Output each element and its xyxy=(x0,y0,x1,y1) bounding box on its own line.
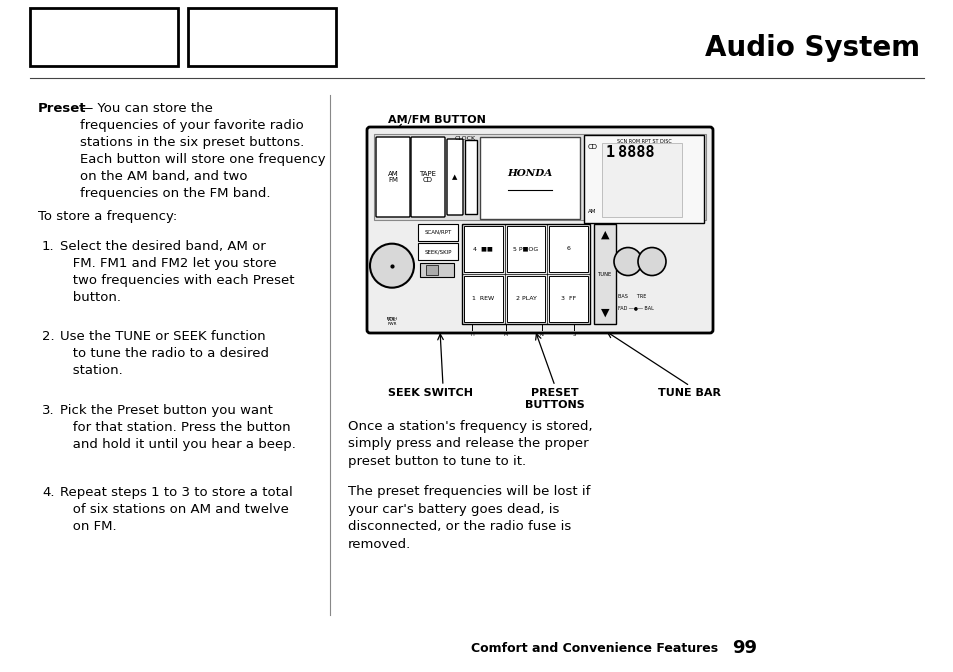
Bar xyxy=(594,224,616,324)
Text: 1.: 1. xyxy=(42,240,54,253)
Text: BAS      TRE: BAS TRE xyxy=(618,294,646,300)
Text: CD: CD xyxy=(587,144,598,150)
Text: Audio System: Audio System xyxy=(704,34,919,62)
Bar xyxy=(30,8,178,66)
Text: ▲: ▲ xyxy=(600,230,609,240)
Text: ▼: ▼ xyxy=(600,308,609,318)
Text: FAD ―●― BAL: FAD ―●― BAL xyxy=(618,305,653,310)
Bar xyxy=(601,143,681,217)
Text: PUSH
PWR: PUSH PWR xyxy=(386,317,397,326)
Bar xyxy=(479,137,579,219)
Text: Repeat steps 1 to 3 to store a total
   of six stations on AM and twelve
   on F: Repeat steps 1 to 3 to store a total of … xyxy=(60,486,293,533)
FancyBboxPatch shape xyxy=(447,139,462,215)
Text: 6: 6 xyxy=(566,247,570,251)
Circle shape xyxy=(370,244,414,288)
Text: TUNE BAR: TUNE BAR xyxy=(658,388,720,398)
Text: RI: RI xyxy=(539,332,544,337)
Text: 1  REW: 1 REW xyxy=(472,296,494,302)
FancyBboxPatch shape xyxy=(411,137,444,217)
Bar xyxy=(426,265,437,275)
Text: CLOCK: CLOCK xyxy=(455,136,476,141)
Bar xyxy=(461,224,589,324)
Text: SCN ROM RPT ST DISC: SCN ROM RPT ST DISC xyxy=(616,139,671,144)
Text: 5 P■OG: 5 P■OG xyxy=(513,247,538,251)
Text: 2.: 2. xyxy=(42,330,54,343)
Text: 3.: 3. xyxy=(42,404,54,417)
FancyBboxPatch shape xyxy=(367,127,712,333)
Text: 4.: 4. xyxy=(42,486,54,499)
Text: PRESET
BUTTONS: PRESET BUTTONS xyxy=(524,388,584,411)
Text: 1: 1 xyxy=(605,145,615,160)
Text: 2 PLAY: 2 PLAY xyxy=(515,296,536,302)
Text: Select the desired band, AM or
   FM. FM1 and FM2 let you store
   two frequenci: Select the desired band, AM or FM. FM1 a… xyxy=(60,240,294,304)
Text: TAPE
CD: TAPE CD xyxy=(419,171,436,183)
Text: Comfort and Convenience Features: Comfort and Convenience Features xyxy=(471,642,718,655)
Text: AM/FM BUTTON: AM/FM BUTTON xyxy=(388,115,485,125)
Text: Pick the Preset button you want
   for that station. Press the button
   and hol: Pick the Preset button you want for that… xyxy=(60,404,295,451)
Text: S: S xyxy=(572,332,575,337)
Text: TUNE: TUNE xyxy=(598,271,612,276)
Bar xyxy=(549,276,587,322)
Bar xyxy=(188,8,335,66)
Bar xyxy=(419,263,454,277)
Bar xyxy=(549,226,587,272)
Text: The preset frequencies will be lost if
your car's battery goes dead, is
disconne: The preset frequencies will be lost if y… xyxy=(348,485,590,550)
Text: HONDA: HONDA xyxy=(507,169,552,178)
Bar xyxy=(506,226,545,272)
Bar xyxy=(463,226,502,272)
Text: SCAN/RPT: SCAN/RPT xyxy=(424,230,451,235)
Text: Once a station's frequency is stored,
simply press and release the proper
preset: Once a station's frequency is stored, si… xyxy=(348,420,592,468)
Bar xyxy=(417,224,457,241)
Bar xyxy=(374,134,705,220)
Bar xyxy=(463,276,502,322)
Bar xyxy=(464,140,476,214)
Text: — You can store the
frequencies of your favorite radio
stations in the six prese: — You can store the frequencies of your … xyxy=(80,102,325,200)
Text: 3  FF: 3 FF xyxy=(560,296,576,302)
Text: H: H xyxy=(470,332,474,337)
Text: SEEK/SKIP: SEEK/SKIP xyxy=(424,249,452,254)
Text: ▲: ▲ xyxy=(452,174,457,180)
Text: 99: 99 xyxy=(731,639,757,657)
Text: Use the TUNE or SEEK function
   to tune the radio to a desired
   station.: Use the TUNE or SEEK function to tune th… xyxy=(60,330,269,377)
Text: 8888: 8888 xyxy=(618,145,654,160)
Circle shape xyxy=(638,247,665,276)
Bar xyxy=(417,243,457,260)
Text: AM: AM xyxy=(587,209,596,214)
Bar xyxy=(506,276,545,322)
Bar xyxy=(583,135,703,223)
Text: AM
FM: AM FM xyxy=(387,171,398,183)
Text: SEEK SWITCH: SEEK SWITCH xyxy=(388,388,473,398)
Text: M: M xyxy=(503,332,508,337)
Circle shape xyxy=(614,247,641,276)
Text: Preset: Preset xyxy=(38,102,87,115)
Text: 4  ■■: 4 ■■ xyxy=(473,247,493,251)
Text: To store a frequency:: To store a frequency: xyxy=(38,210,177,223)
Text: VOL: VOL xyxy=(387,317,396,322)
FancyBboxPatch shape xyxy=(375,137,410,217)
